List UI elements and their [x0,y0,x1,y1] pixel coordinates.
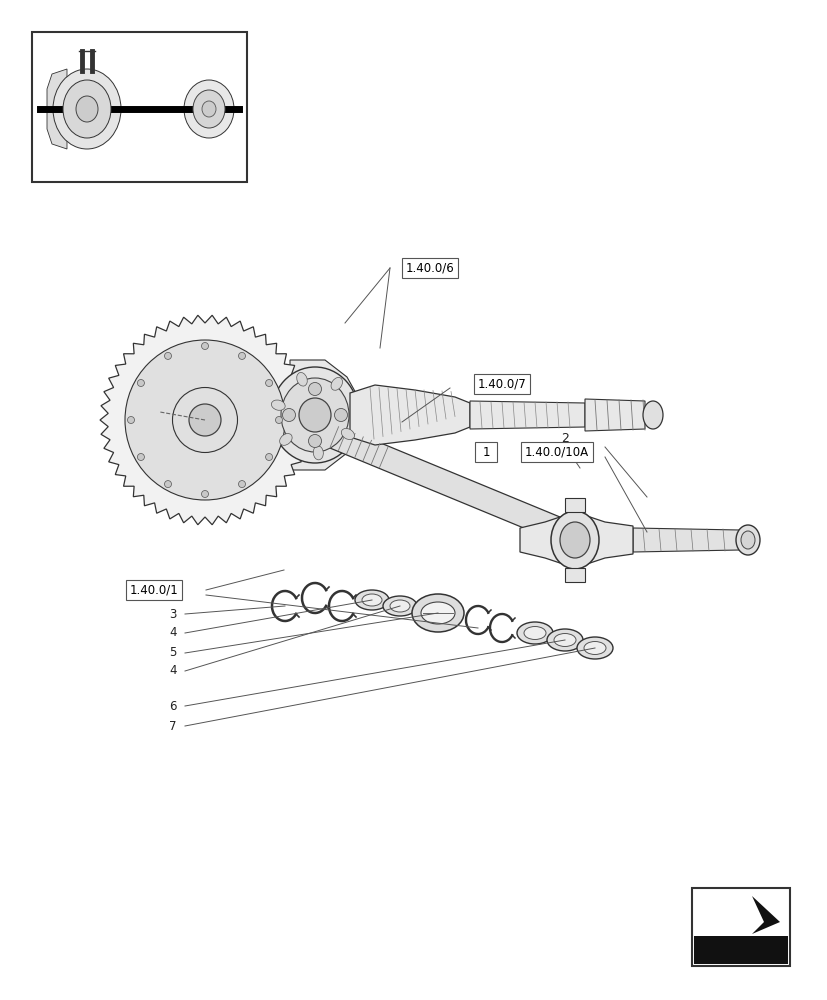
Ellipse shape [308,434,321,448]
Ellipse shape [63,80,111,138]
Ellipse shape [280,434,292,445]
Ellipse shape [76,96,98,122]
Ellipse shape [172,387,237,452]
Text: 1: 1 [481,446,489,458]
Ellipse shape [165,481,171,488]
Ellipse shape [313,446,323,460]
Polygon shape [751,896,779,934]
Polygon shape [701,896,779,934]
Ellipse shape [137,379,144,386]
Ellipse shape [361,594,381,606]
Ellipse shape [280,378,348,452]
Ellipse shape [271,400,284,410]
Ellipse shape [137,454,144,460]
Ellipse shape [547,629,582,651]
Ellipse shape [643,401,662,429]
Ellipse shape [275,416,282,424]
Polygon shape [564,498,585,512]
Ellipse shape [193,90,225,128]
Polygon shape [47,69,67,149]
Ellipse shape [165,352,171,359]
Text: 1.40.0/1: 1.40.0/1 [130,584,178,596]
Ellipse shape [282,408,295,422]
Ellipse shape [550,511,598,569]
Polygon shape [470,401,585,429]
Bar [693,936,787,964]
Ellipse shape [53,69,121,149]
Ellipse shape [184,80,234,138]
Ellipse shape [390,600,409,612]
Ellipse shape [740,531,754,549]
Polygon shape [586,516,632,564]
Ellipse shape [299,398,331,432]
Ellipse shape [201,342,208,350]
Text: 4: 4 [169,626,176,640]
Polygon shape [519,516,562,564]
Text: 1.40.0/10A: 1.40.0/10A [524,446,588,458]
Text: 3: 3 [169,607,176,620]
Text: 6: 6 [169,700,176,712]
Polygon shape [289,360,356,470]
Ellipse shape [202,101,216,117]
Polygon shape [350,385,470,445]
Ellipse shape [523,626,545,640]
Ellipse shape [516,622,552,644]
Ellipse shape [355,590,389,610]
Polygon shape [100,315,309,525]
Text: 7: 7 [169,720,176,732]
Ellipse shape [559,522,590,558]
Ellipse shape [420,602,455,624]
Text: 1.40.0/7: 1.40.0/7 [477,377,526,390]
Text: 4: 4 [169,664,176,678]
Ellipse shape [125,340,284,500]
Bar [475,442,496,462]
Ellipse shape [383,596,417,616]
Ellipse shape [265,454,272,460]
Ellipse shape [334,408,347,422]
Ellipse shape [341,428,354,440]
Polygon shape [632,528,739,552]
Polygon shape [585,399,644,431]
Bar [32,32,246,182]
Ellipse shape [189,404,221,436]
Ellipse shape [270,367,359,463]
Ellipse shape [553,634,576,647]
Ellipse shape [127,416,134,424]
Polygon shape [320,422,564,541]
Ellipse shape [735,525,759,555]
Bar [691,888,789,966]
Ellipse shape [296,372,307,386]
Ellipse shape [576,637,612,659]
Ellipse shape [583,642,605,654]
Ellipse shape [265,379,272,386]
Ellipse shape [331,377,342,390]
Ellipse shape [201,490,208,497]
Text: 1.40.0/6: 1.40.0/6 [405,261,454,274]
Ellipse shape [308,382,321,395]
Ellipse shape [412,594,463,632]
Text: 5: 5 [169,647,176,660]
Polygon shape [564,568,585,582]
Ellipse shape [238,352,245,359]
Text: 2: 2 [561,432,568,444]
Ellipse shape [238,481,245,488]
